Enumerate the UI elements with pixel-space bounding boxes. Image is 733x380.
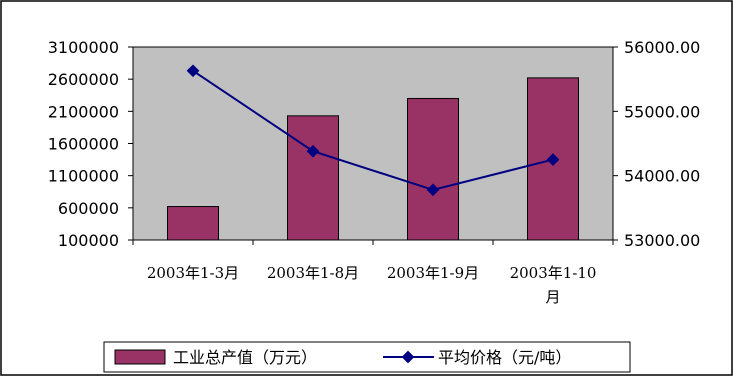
left-tick-label: 2100000 <box>48 102 119 121</box>
line-point <box>306 144 320 158</box>
line-point <box>426 183 440 197</box>
left-tick-label: 2600000 <box>48 70 119 89</box>
left-tick-label: 1100000 <box>48 167 119 186</box>
x-tick-label: 2003年1-10 <box>510 264 597 282</box>
x-tick-label: 月 <box>545 288 560 306</box>
x-tick-label: 2003年1-3月 <box>147 264 239 282</box>
right-tick-label: 56000.00 <box>624 38 700 57</box>
x-tick-label: 2003年1-8月 <box>267 264 359 282</box>
left-tick-label: 3100000 <box>48 38 119 57</box>
line-path <box>192 69 554 191</box>
right-axis: 56000.00 55000.00 54000.00 53000.00 <box>613 38 700 250</box>
bar <box>407 97 459 241</box>
legend-bar-swatch <box>114 349 166 365</box>
right-tick-label: 53000.00 <box>624 231 700 250</box>
x-tick-label: 2003年1-9月 <box>387 264 479 282</box>
left-axis: 3100000 2600000 2100000 1600000 1100000 60000… <box>48 38 133 250</box>
bar <box>167 206 219 241</box>
right-tick-label: 55000.00 <box>624 102 700 121</box>
bar-series <box>167 77 579 241</box>
left-tick-label: 600000 <box>58 199 119 218</box>
bar <box>287 115 339 241</box>
line-series <box>186 64 560 197</box>
line-point <box>186 64 200 78</box>
right-tick-label: 54000.00 <box>624 167 700 186</box>
legend-bar-label: 工业总产值（万元） <box>173 348 317 367</box>
legend-line-marker <box>401 350 415 364</box>
left-tick-label: 1600000 <box>48 135 119 154</box>
legend: 工业总产值（万元） 平均价格（元/吨） <box>103 341 631 373</box>
x-axis: 2003年1-3月 2003年1-8月 2003年1-9月 2003年1-10 月 <box>132 240 614 306</box>
left-tick-label: 100000 <box>58 231 119 250</box>
legend-box <box>103 341 631 373</box>
legend-line-label: 平均价格（元/吨） <box>438 348 571 367</box>
